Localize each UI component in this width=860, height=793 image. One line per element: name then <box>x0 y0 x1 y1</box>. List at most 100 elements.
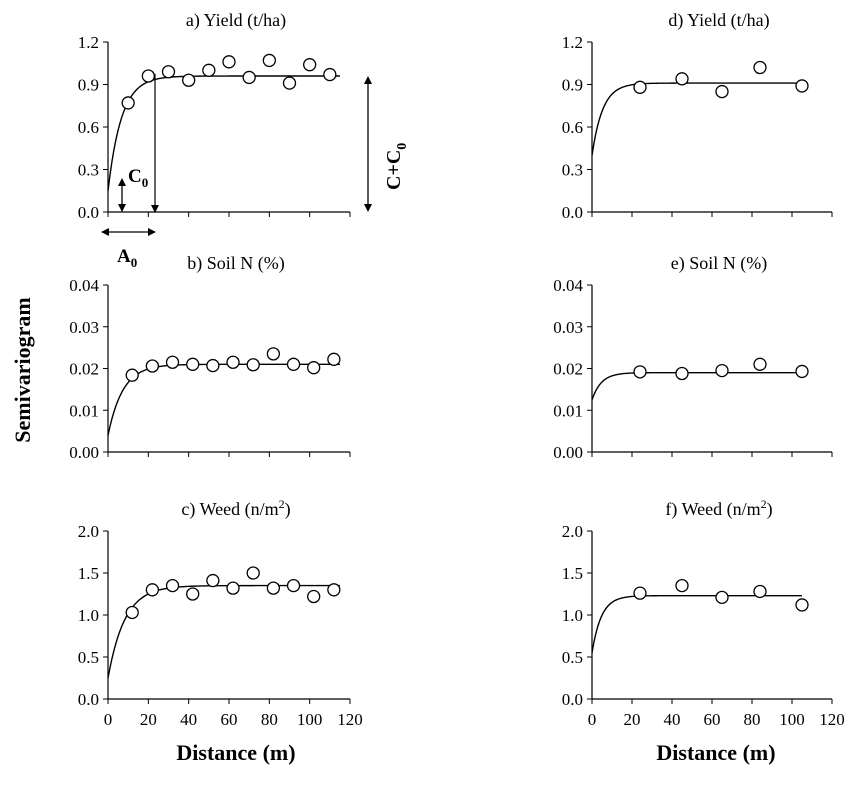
panel-e-fit-curve <box>591 371 802 401</box>
panel-a-data-point <box>161 65 176 79</box>
panel-d-data-point <box>753 60 767 75</box>
sill-arrow-head-bottom <box>364 204 372 212</box>
panel-a-y-tick-label: 0.3 <box>78 161 99 180</box>
panel-b-data-point <box>286 357 301 371</box>
panel-d-data-point <box>795 79 809 93</box>
panel-c-y-tick-label: 1.5 <box>78 564 99 583</box>
panel-b-data-point <box>206 358 220 373</box>
range-marker-arrow <box>151 205 159 213</box>
panel-c-y-tick-label: 1.0 <box>78 606 99 625</box>
panel-b-data-point <box>327 352 341 366</box>
panel-f-y-tick-label: 1.0 <box>562 606 583 625</box>
panel-c-x-tick-label: 120 <box>337 710 363 729</box>
panel-a-y-tick-label: 0.6 <box>78 118 99 137</box>
panel-b-data-point <box>307 361 321 375</box>
panel-e-data-point <box>753 357 767 371</box>
panel-f-x-tick-label: 120 <box>819 710 845 729</box>
panel-b: 0.00 0.01 0.02 0.03 0.04 b) Soil N (%) <box>69 253 351 462</box>
panel-e-y-tick-label: 0.04 <box>553 276 583 295</box>
panel-b-y-tick-label: 0.02 <box>69 360 99 379</box>
panel-f-data-point <box>633 586 647 600</box>
panel-d-fit-curve <box>591 82 802 156</box>
panel-f-x-tick-label: 100 <box>779 710 805 729</box>
panel-b-y-tick-label: 0.04 <box>69 276 99 295</box>
panel-f: 0.0 0.5 1.0 1.5 2.0 0 20 40 60 80 100 120 f) Weed (n… <box>562 497 845 729</box>
panel-c-data-point <box>186 587 200 601</box>
panel-c-title-main: c) Weed (n/m <box>181 499 278 520</box>
panel-f-title-main: f) Weed (n/m <box>665 499 760 520</box>
panel-d-y-tick-label: 0.0 <box>562 203 583 222</box>
panel-a-title: a) Yield (t/ha) <box>186 10 286 31</box>
panel-f-title-sup: 2 <box>761 497 767 511</box>
a0-arrow-head-left <box>101 228 109 236</box>
panel-c-x-tick-label: 20 <box>140 710 157 729</box>
panel-f-title: f) Weed (n/m2) <box>665 497 772 520</box>
c0-label: C0 <box>128 166 148 190</box>
panel-e-y-tick-label: 0.00 <box>553 443 583 462</box>
panel-a-y-tick-label: 0.9 <box>78 76 99 95</box>
sill-label-main: C+C <box>383 150 405 190</box>
panel-f-x-tick-label: 60 <box>704 710 721 729</box>
panel-a-data-point <box>303 58 317 72</box>
panel-e-title-main: e) Soil N (%) <box>671 253 767 274</box>
panel-a-fit-curve <box>107 75 340 191</box>
panel-b-data-point <box>266 347 281 361</box>
panel-c-x-tick-label: 100 <box>297 710 323 729</box>
panel-e-title: e) Soil N (%) <box>671 253 767 274</box>
panel-a-data-point <box>141 69 155 83</box>
panel-f-y-tick-label: 0.0 <box>562 690 583 709</box>
panel-a-data-point <box>262 53 276 68</box>
panel-a-title-main: a) Yield (t/ha) <box>186 10 286 31</box>
panel-b-y-tick-label: 0.01 <box>69 401 99 420</box>
panel-d-title-main: d) Yield (t/ha) <box>668 10 769 31</box>
panel-b-data-point <box>246 358 260 372</box>
panel-b-data-point <box>165 355 180 369</box>
panel-e: 0.00 0.01 0.02 0.03 0.04 e) Soil N (%) <box>553 253 833 462</box>
panel-d-data-point <box>715 84 729 99</box>
panel-c-title-sup: 2 <box>279 497 285 511</box>
panel-c-data-point <box>307 589 321 604</box>
panel-c-x-tick-label: 80 <box>261 710 278 729</box>
panel-f-y-tick-label: 1.5 <box>562 564 583 583</box>
panel-e-data-point <box>633 365 647 379</box>
panel-b-y-tick-label: 0.00 <box>69 443 99 462</box>
panel-c-data-point <box>145 583 160 597</box>
panel-a-data-point <box>222 55 236 69</box>
panel-a-data-point <box>323 67 337 82</box>
panel-a-data-point <box>121 96 135 110</box>
panel-a-annotations: C0 A0 C+C0 <box>101 74 410 270</box>
panel-b-data-point <box>226 355 240 369</box>
panel-c-data-point <box>125 605 139 620</box>
panel-c-y-tick-label: 2.0 <box>78 522 99 541</box>
panel-c-data-point <box>246 566 260 580</box>
panel-c-fit-curve <box>107 584 340 679</box>
panel-f-fit-curve <box>591 594 802 653</box>
panel-c: 0.0 0.5 1.0 1.5 2.0 0 20 40 60 80 100 120 c) Weed (n… <box>78 497 363 729</box>
panel-f-data-point <box>795 598 809 612</box>
panel-c-data-point <box>327 583 341 597</box>
panel-a-data-point <box>242 70 256 85</box>
panel-c-x-tick-label: 60 <box>221 710 238 729</box>
panel-e-data-point <box>715 363 729 378</box>
panels-group: 0.00.30.60.91.2a) Yield (t/ha)0.000.010.… <box>69 10 845 729</box>
panel-c-data-point <box>286 578 301 593</box>
c0-arrow-head-top <box>118 178 126 186</box>
panel-f-data-point <box>715 590 729 605</box>
panel-e-data-point <box>675 366 689 381</box>
panel-b-data-point <box>186 357 200 371</box>
panel-b-data-point <box>145 359 160 373</box>
sill-label-sub: 0 <box>395 143 410 150</box>
panel-c-x-tick-label: 0 <box>104 710 113 729</box>
panel-f-title-end: ) <box>767 499 773 520</box>
panel-d-y-tick-label: 1.2 <box>562 33 583 52</box>
panel-d-data-point <box>633 80 647 94</box>
panel-f-y-tick-label: 2.0 <box>562 522 583 541</box>
sill-arrow-head-top <box>364 76 372 84</box>
panel-f-x-tick-label: 80 <box>744 710 761 729</box>
panel-b-title-main: b) Soil N (%) <box>187 253 285 274</box>
panel-c-title-end: ) <box>285 499 291 520</box>
panel-a-data-point <box>282 76 297 90</box>
panel-c-y-tick-label: 0.0 <box>78 690 99 709</box>
panel-e-y-tick-label: 0.01 <box>553 401 583 420</box>
